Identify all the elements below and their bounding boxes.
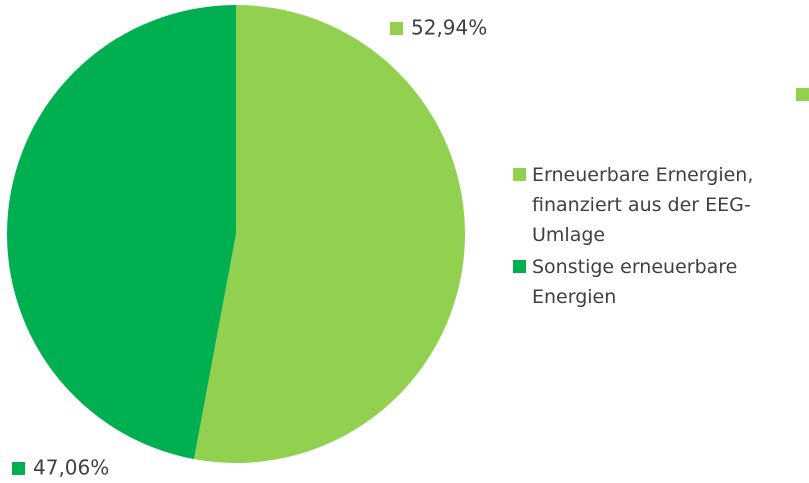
legend-label: Erneuerbare Ernergien, finanziert aus de… bbox=[532, 164, 754, 246]
legend: Erneuerbare Ernergien, finanziert aus de… bbox=[513, 160, 807, 314]
value-label: 52,94% bbox=[411, 16, 487, 40]
legend-entry: Sonstige erneuerbare Energien bbox=[513, 252, 807, 312]
stray-marker bbox=[796, 88, 809, 101]
pie-slice bbox=[193, 5, 465, 463]
legend-swatch bbox=[513, 260, 526, 273]
legend-label: Sonstige erneuerbare Energien bbox=[532, 256, 738, 308]
legend-swatch bbox=[513, 168, 526, 181]
value-label-marker bbox=[390, 22, 403, 35]
value-label: 47,06% bbox=[33, 456, 109, 480]
pie-slice bbox=[6, 5, 237, 460]
legend-entry: Erneuerbare Ernergien, finanziert aus de… bbox=[513, 160, 807, 250]
value-label-marker bbox=[12, 462, 25, 475]
